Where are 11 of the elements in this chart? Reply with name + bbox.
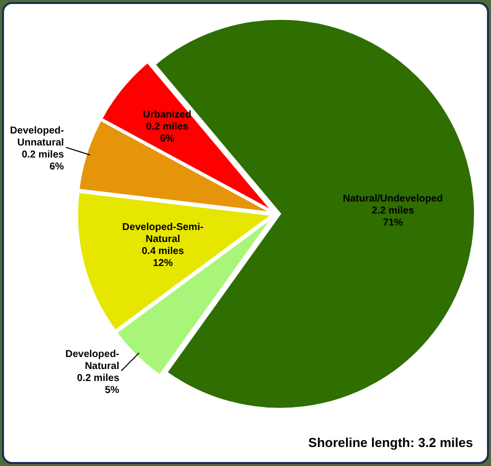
data-label: 0.2 miles 6% <box>146 121 189 144</box>
data-label: 0.2 miles 5% <box>77 372 120 396</box>
slice-label: Urbanized <box>143 109 192 120</box>
slice-label: Developed-Unnatural <box>10 125 64 148</box>
data-label: 2.2 miles 71% <box>372 206 414 229</box>
slice-label: Developed-Semi-Natural <box>122 222 204 245</box>
text: Shoreline length: 3.2 miles <box>308 435 473 450</box>
slice-label: Natural/Undeveloped <box>342 194 443 205</box>
slice-label: Developed-Natural <box>65 348 120 372</box>
data-label: 0.4 miles 12% <box>142 246 184 269</box>
data-label: 0.2 miles 6% <box>22 149 64 172</box>
